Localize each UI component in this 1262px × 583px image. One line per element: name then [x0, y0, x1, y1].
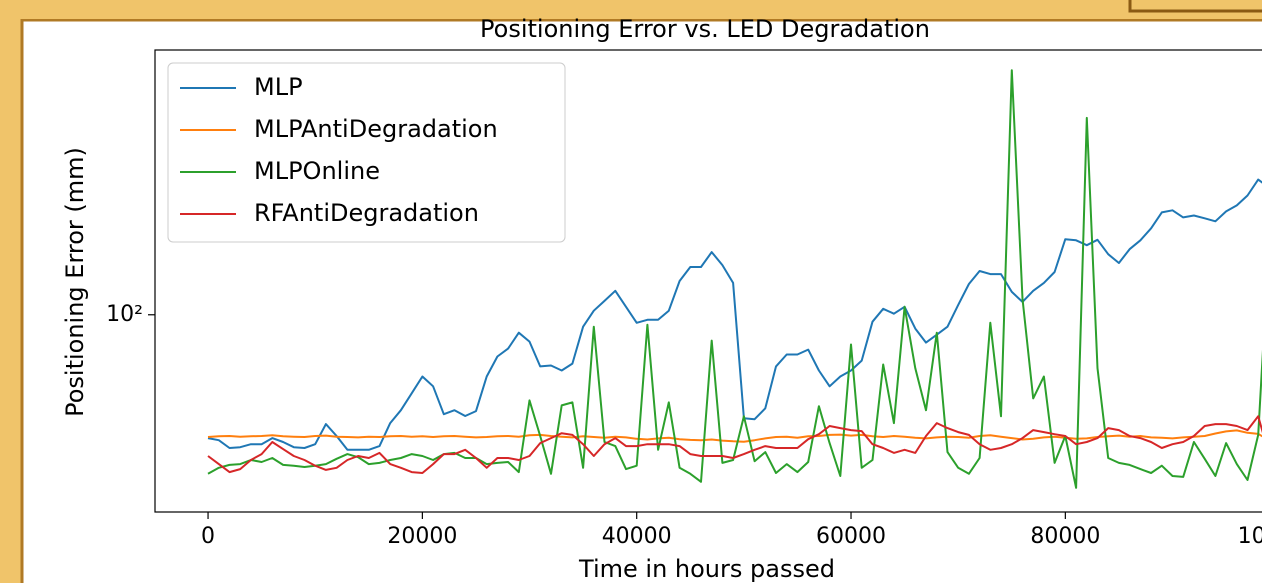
legend-box [167, 62, 566, 243]
legend-label: RFAntiDegradation [254, 199, 479, 227]
y-axis-label: Positioning Error (mm) [61, 147, 89, 417]
legend-label: MLPOnline [254, 157, 380, 185]
x-tick-label: 60000 [816, 524, 886, 549]
x-tick-label: 20000 [387, 524, 457, 549]
legend-label: MLP [254, 73, 303, 101]
y-tick-label: 10² [106, 302, 143, 327]
series-line [207, 415, 1262, 474]
x-tick-label: 0 [201, 524, 215, 549]
x-tick-label: 40000 [602, 524, 672, 549]
legend-label: MLPAntiDegradation [254, 115, 498, 143]
frame-corner [1128, 0, 1262, 13]
x-axis-label: Time in hours passed [578, 555, 835, 583]
legend: MLP MLPAntiDegradation MLPOnline RFAntiDegr… [167, 62, 566, 243]
series-line [207, 69, 1262, 489]
x-tick-label: 80000 [1030, 524, 1100, 549]
x-tick-label: 100000 [1238, 524, 1262, 549]
axes-frame [154, 49, 1262, 513]
frame-top [0, 0, 1262, 19]
chart-title: Positioning Error vs. LED Degradation [480, 15, 930, 43]
plot-area: 0 20000 40000 60000 80000 100000 10² MLP MLPAnti… [106, 49, 1262, 549]
